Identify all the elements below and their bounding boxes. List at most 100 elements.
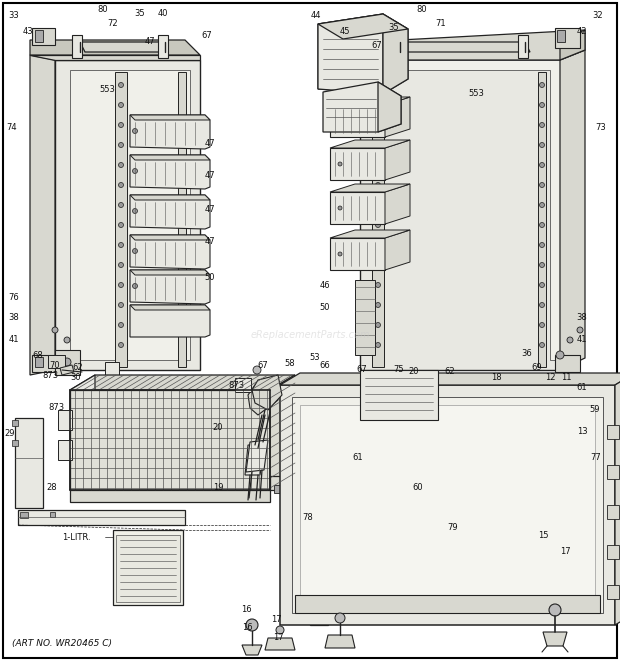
Text: 47: 47 — [205, 139, 215, 147]
Text: 43: 43 — [23, 28, 33, 36]
Circle shape — [539, 262, 544, 268]
Text: 40: 40 — [157, 9, 168, 19]
Circle shape — [338, 252, 342, 256]
Circle shape — [63, 358, 71, 366]
Text: 35: 35 — [389, 24, 399, 32]
Circle shape — [556, 351, 564, 359]
Text: 19: 19 — [213, 483, 223, 492]
Circle shape — [376, 182, 381, 188]
Polygon shape — [130, 270, 210, 275]
Text: 50: 50 — [205, 272, 215, 282]
Circle shape — [539, 143, 544, 147]
Text: 16: 16 — [241, 605, 251, 615]
Text: 873: 873 — [42, 371, 58, 379]
Polygon shape — [555, 355, 580, 372]
Circle shape — [539, 243, 544, 247]
Polygon shape — [242, 645, 262, 655]
Bar — [58, 410, 72, 430]
Text: 53: 53 — [309, 354, 321, 362]
Polygon shape — [18, 510, 185, 525]
Circle shape — [539, 223, 544, 227]
Text: 74: 74 — [7, 124, 17, 132]
Polygon shape — [385, 230, 410, 270]
Text: 72: 72 — [108, 19, 118, 28]
Polygon shape — [130, 270, 210, 304]
Circle shape — [376, 83, 381, 87]
Bar — [12, 420, 18, 426]
Text: 80: 80 — [98, 5, 108, 15]
Text: 11: 11 — [560, 373, 571, 383]
Polygon shape — [30, 40, 200, 55]
Text: 67: 67 — [371, 42, 383, 50]
Bar — [355, 280, 375, 355]
Polygon shape — [330, 140, 410, 148]
Text: 873: 873 — [48, 403, 64, 412]
Bar — [20, 512, 28, 518]
Polygon shape — [615, 373, 620, 625]
Text: 1-LITR.: 1-LITR. — [62, 533, 91, 541]
Circle shape — [376, 143, 381, 147]
Polygon shape — [330, 184, 410, 192]
Circle shape — [133, 249, 138, 254]
Bar — [116, 535, 180, 602]
Circle shape — [376, 243, 381, 247]
Text: 62: 62 — [73, 362, 83, 371]
Circle shape — [539, 182, 544, 188]
Circle shape — [335, 613, 345, 623]
Polygon shape — [360, 60, 560, 370]
Text: 553: 553 — [468, 89, 484, 98]
Text: 78: 78 — [303, 512, 313, 522]
Bar — [178, 72, 186, 367]
Circle shape — [118, 262, 123, 268]
Polygon shape — [72, 35, 82, 58]
Polygon shape — [360, 30, 585, 60]
Bar — [274, 485, 282, 493]
Text: 13: 13 — [577, 428, 587, 436]
Polygon shape — [130, 235, 210, 269]
Polygon shape — [265, 638, 295, 650]
Circle shape — [338, 119, 342, 123]
Text: 33: 33 — [9, 11, 19, 20]
Text: 68: 68 — [33, 352, 43, 360]
Circle shape — [118, 83, 123, 87]
Polygon shape — [245, 445, 265, 475]
Text: 32: 32 — [593, 11, 603, 20]
Text: 47: 47 — [205, 171, 215, 180]
Bar — [12, 440, 18, 446]
Polygon shape — [32, 355, 55, 372]
Circle shape — [133, 208, 138, 214]
Bar — [235, 378, 251, 392]
Text: 38: 38 — [577, 313, 587, 323]
Text: 79: 79 — [448, 524, 458, 533]
Polygon shape — [130, 195, 210, 200]
Polygon shape — [318, 14, 383, 94]
Polygon shape — [130, 155, 210, 160]
Circle shape — [338, 206, 342, 210]
Polygon shape — [330, 97, 410, 105]
Polygon shape — [392, 35, 402, 58]
Polygon shape — [330, 148, 385, 180]
Bar — [113, 530, 183, 605]
Text: 47: 47 — [144, 38, 156, 46]
Polygon shape — [383, 14, 408, 94]
Circle shape — [539, 202, 544, 208]
Text: 73: 73 — [596, 124, 606, 132]
Polygon shape — [543, 632, 567, 646]
Circle shape — [376, 323, 381, 327]
Circle shape — [539, 342, 544, 348]
Text: 15: 15 — [538, 531, 548, 541]
Circle shape — [539, 303, 544, 307]
Text: 66: 66 — [320, 360, 330, 369]
Text: 60: 60 — [413, 483, 423, 492]
Text: 38: 38 — [9, 313, 19, 323]
Text: 58: 58 — [285, 358, 295, 368]
Text: 61: 61 — [353, 453, 363, 463]
Bar — [115, 72, 127, 367]
Bar — [557, 30, 565, 42]
Text: 18: 18 — [490, 373, 502, 383]
Polygon shape — [55, 350, 80, 375]
Bar — [270, 476, 295, 490]
Circle shape — [118, 202, 123, 208]
Text: 62: 62 — [445, 368, 455, 377]
Text: 45: 45 — [340, 28, 350, 36]
